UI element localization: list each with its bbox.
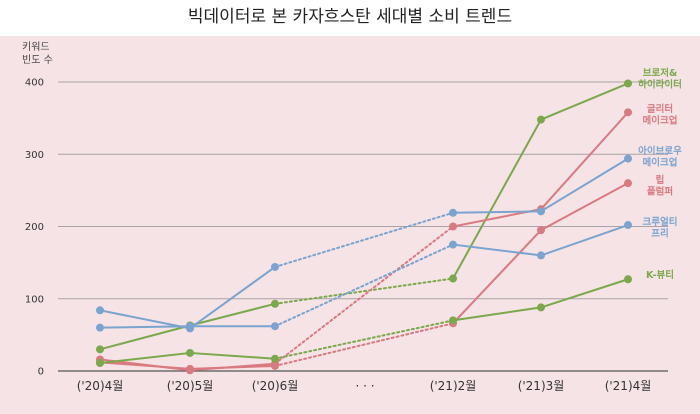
series-line: [96, 179, 632, 373]
series-segment: [99, 324, 191, 351]
series-segment-dotted: [274, 322, 454, 367]
series-line: [96, 221, 632, 332]
series-label-line: 브로저&: [643, 67, 678, 79]
data-point: [449, 222, 457, 231]
series-segment: [99, 309, 191, 330]
data-point: [449, 208, 457, 217]
y-axis-ticks: 0 100 200 300 400: [25, 78, 44, 378]
series-segment-dotted: [274, 243, 454, 328]
series-label: K-뷰티: [646, 269, 674, 281]
series-label-line: 크루얼티: [643, 216, 678, 228]
series-label-line: 아이브로우: [638, 145, 682, 157]
series-segment: [540, 157, 629, 213]
x-tick-label: ('21)3월: [518, 379, 565, 393]
gridlines: [58, 81, 668, 372]
series-label: 글리터 메이크업: [643, 103, 678, 127]
plot-background: [0, 36, 700, 414]
y-axis-label: 키워드 빈도 수: [22, 40, 53, 66]
series-segment: [189, 364, 276, 370]
series-segment: [452, 229, 542, 325]
data-point: [624, 221, 632, 230]
series-segment-dotted: [274, 225, 454, 365]
series-label-line: 하이라이터: [638, 79, 682, 91]
data-point: [271, 354, 279, 363]
series-layer: [96, 79, 632, 375]
series-label: 브로저& 하이라이터: [638, 67, 682, 91]
y-tick-label: 100: [25, 294, 44, 305]
chart-title: 빅데이터로 본 카자흐스탄 세대별 소비 트렌드: [188, 7, 512, 27]
series-segment: [99, 361, 191, 370]
data-point: [537, 207, 545, 216]
x-tick-label: ('20)5월: [167, 379, 214, 393]
data-point: [537, 251, 545, 260]
x-tick-label: ('20)4월: [77, 379, 124, 393]
series-line: [96, 275, 632, 368]
series-label-line: 메이크업: [643, 115, 678, 127]
series-segment: [540, 224, 629, 257]
x-axis-ticks: ('20)4월 ('20)5월 ('20)6월 · · · ('21)2월 ('21)3월…: [77, 379, 652, 393]
series-segment: [540, 278, 629, 309]
data-point: [96, 306, 104, 315]
data-point: [96, 359, 104, 368]
series-label: 아이브로우 메이크업: [638, 145, 682, 169]
series-label-line: K-뷰티: [646, 269, 674, 281]
data-point: [96, 323, 104, 332]
series-segment: [452, 306, 542, 322]
series-segment: [99, 351, 191, 365]
series-label: 립 플럼퍼: [647, 174, 673, 198]
data-point: [537, 226, 545, 235]
series-line: [96, 79, 632, 354]
y-axis-label-line: 빈도 수: [22, 54, 53, 66]
series-label-line: 글리터: [647, 103, 673, 115]
data-point: [449, 316, 457, 325]
y-tick-label: 300: [25, 150, 44, 161]
series-segment: [540, 82, 629, 121]
data-point: [537, 115, 545, 124]
data-point: [624, 179, 632, 188]
series-segment: [99, 325, 191, 329]
series-segment-dotted: [274, 277, 454, 305]
data-point: [537, 303, 545, 312]
x-tick-label: ('20)6월: [252, 379, 299, 393]
x-tick-label: ('21)4월: [605, 379, 652, 393]
data-point: [271, 322, 279, 331]
x-tick-label: · · ·: [355, 379, 374, 393]
data-point: [186, 348, 194, 357]
y-tick-label: 0: [38, 367, 44, 378]
data-point: [271, 262, 279, 271]
data-point: [624, 154, 632, 163]
data-point: [624, 275, 632, 284]
series-segment-dotted: [274, 211, 454, 268]
series-segment: [189, 351, 276, 360]
y-axis-label-line: 키워드: [22, 40, 50, 53]
x-tick-label: ('21)2월: [430, 379, 477, 393]
series-segment: [540, 182, 629, 232]
series-segment: [452, 210, 542, 214]
data-point: [271, 361, 279, 370]
series-label-line: 메이크업: [643, 157, 678, 169]
series-label-line: 플럼퍼: [647, 186, 673, 198]
data-point: [449, 274, 457, 283]
series-label-line: 프리: [651, 228, 668, 240]
series-segment: [452, 243, 542, 257]
series-segment: [189, 265, 276, 330]
y-tick-label: 200: [25, 222, 44, 233]
series-label-line: 립: [656, 174, 665, 186]
series-segment: [540, 111, 629, 211]
series-segment: [189, 302, 276, 327]
data-point: [449, 240, 457, 249]
y-tick-label: 400: [25, 78, 44, 89]
series-segment-dotted: [274, 319, 454, 360]
data-point: [186, 364, 194, 373]
data-point: [624, 79, 632, 88]
series-segment: [452, 118, 542, 280]
data-point: [624, 108, 632, 117]
series-label: 크루얼티 프리: [643, 216, 678, 240]
data-point: [96, 345, 104, 354]
data-point: [271, 299, 279, 308]
data-point: [186, 322, 194, 331]
